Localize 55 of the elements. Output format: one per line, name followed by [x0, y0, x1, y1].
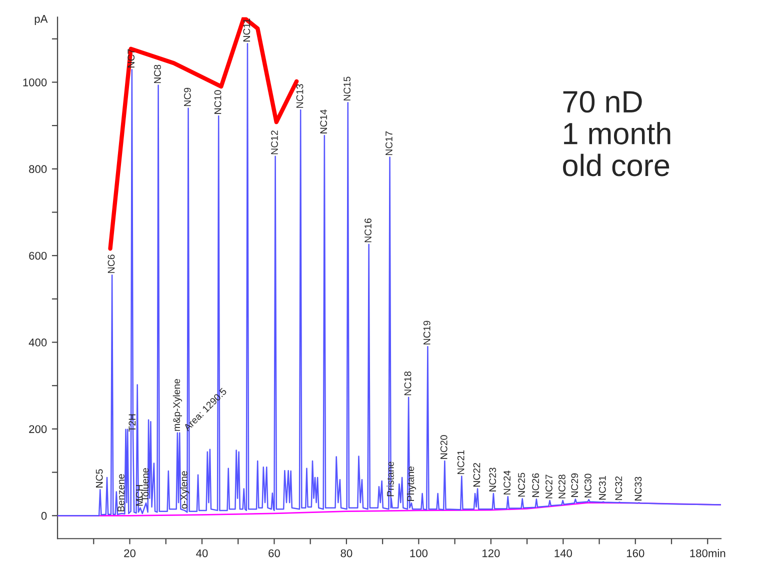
annotation: NC24 — [504, 470, 511, 494]
annotation: NC14 — [320, 110, 328, 134]
x-tick-label: 60 — [268, 549, 280, 558]
annotation: NC33 — [634, 476, 642, 500]
line-series — [58, 43, 721, 516]
y-tick-label: 200 — [29, 425, 47, 434]
annotation: NC27 — [546, 474, 552, 498]
annotation: NC11 — [243, 18, 250, 42]
y-tick-label: 1000 — [23, 78, 47, 86]
annotation: NC21 — [457, 450, 464, 474]
annotation: NC28 — [558, 474, 566, 498]
annotation: NC30 — [584, 474, 592, 498]
annotation: o-Xylene — [180, 471, 190, 509]
annotation: 70 nD 1 month old core — [563, 90, 670, 176]
annotation: NC18 — [404, 371, 412, 396]
x-tick-label: 180min — [690, 549, 726, 558]
annotation: NC17 — [386, 131, 392, 156]
x-tick-label: 140 — [554, 549, 572, 558]
annotation: NC15 — [344, 76, 351, 100]
annotation: NC13 — [296, 84, 304, 108]
y-tick-label: 600 — [29, 252, 47, 260]
annotation: Benzene — [118, 474, 124, 512]
annotation: NC29 — [571, 473, 578, 497]
annotation: NC6 — [108, 254, 115, 273]
annotation: NC9 — [184, 88, 191, 106]
annotation: NC20 — [440, 435, 448, 459]
y-tick-label: 400 — [28, 338, 47, 346]
annotation: NC7 — [128, 49, 135, 68]
annotation: NC16 — [364, 218, 372, 242]
annotation: NC23 — [489, 468, 496, 492]
x-tick-label: 120 — [482, 549, 500, 558]
x-tick-label: 40 — [196, 549, 208, 558]
annotation: Pristane — [386, 462, 394, 496]
annotation: MCH — [136, 485, 143, 506]
annotation: NC26 — [532, 473, 540, 497]
x-tick-label: 20 — [124, 549, 136, 558]
annotation: NC12 — [271, 130, 278, 154]
annotation: Phytane — [406, 466, 416, 501]
annotation: NC8 — [154, 64, 161, 84]
annotation: NC31 — [598, 476, 606, 500]
y-tick-label: 800 — [29, 165, 47, 174]
x-tick-label: 80 — [340, 549, 352, 558]
x-tick-label: 100 — [410, 549, 428, 558]
y-axis-title: pA — [34, 15, 48, 26]
annotation: NC22 — [473, 463, 480, 487]
annotation: m&p-Xylene — [172, 378, 182, 431]
annotation: NC10 — [214, 90, 222, 114]
annotation: T2H — [128, 414, 136, 432]
annotation: Toluene — [141, 468, 149, 502]
x-tick-label: 160 — [626, 549, 644, 558]
annotation: NC19 — [423, 320, 430, 344]
annotation: NC32 — [615, 476, 622, 500]
annotation: NC25 — [518, 472, 525, 497]
y-tick-label: 0 — [41, 512, 47, 520]
annotation: NC5 — [96, 469, 103, 488]
